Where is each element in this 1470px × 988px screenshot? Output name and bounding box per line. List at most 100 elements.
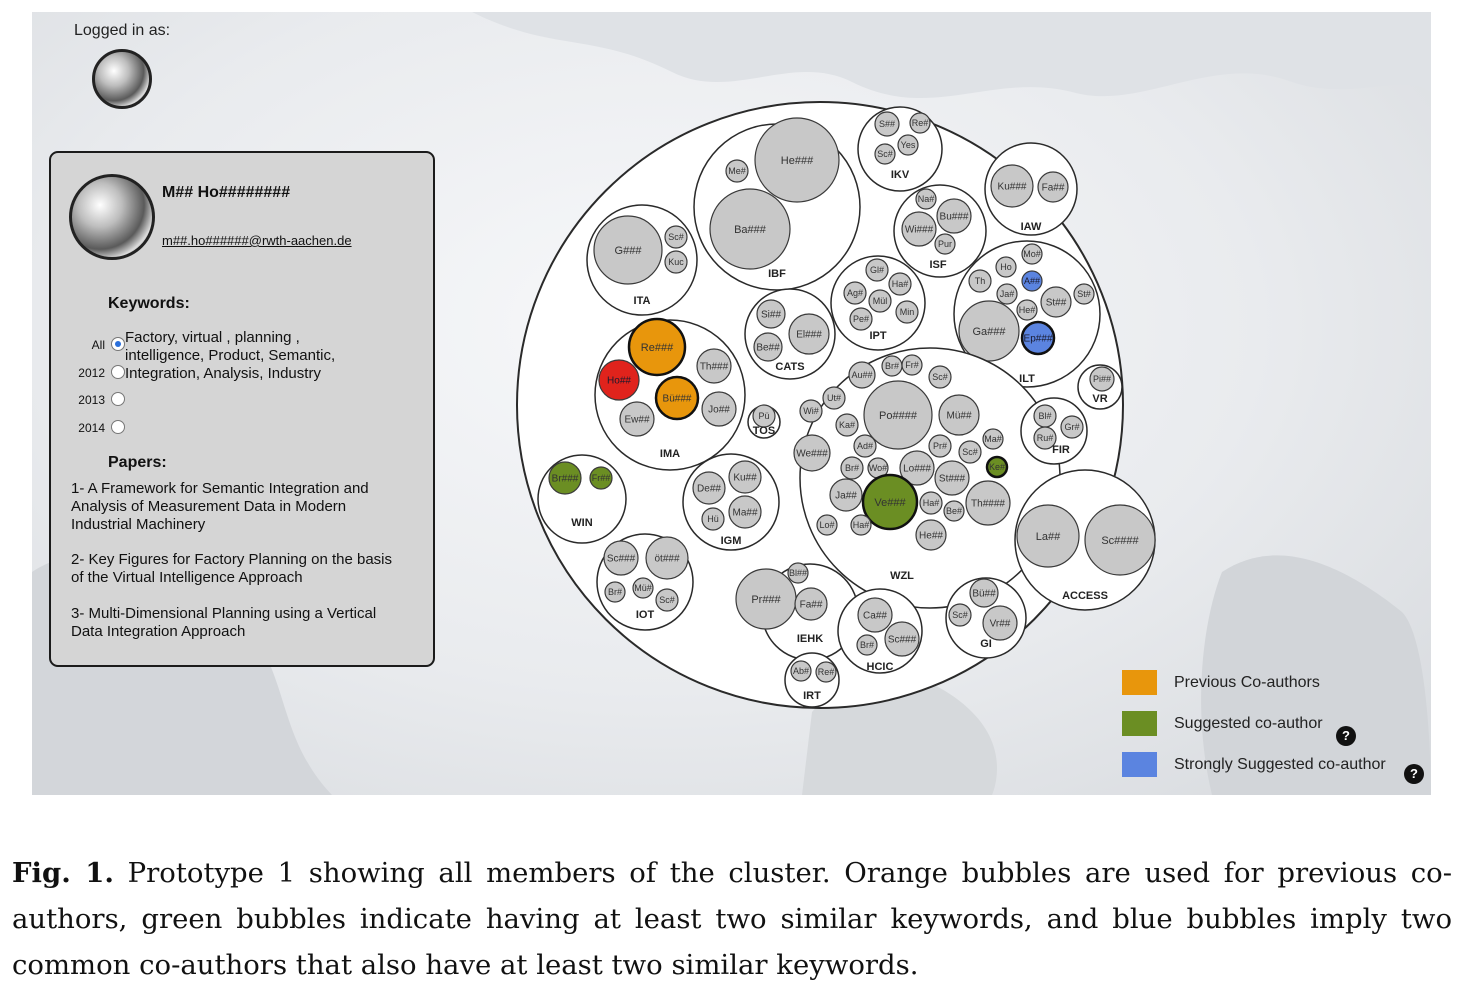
member-bubble[interactable] bbox=[589, 466, 613, 490]
member-bubble[interactable] bbox=[696, 348, 732, 384]
member-bubble[interactable] bbox=[928, 365, 952, 389]
member-bubble[interactable] bbox=[985, 455, 1009, 479]
member-bubble[interactable] bbox=[865, 258, 889, 282]
member-bubble[interactable] bbox=[799, 399, 823, 423]
member-bubble[interactable] bbox=[754, 117, 840, 203]
member-bubble[interactable] bbox=[958, 300, 1020, 362]
member-bubble[interactable] bbox=[934, 460, 970, 496]
member-bubble[interactable] bbox=[919, 491, 943, 515]
member-bubble[interactable] bbox=[874, 143, 896, 165]
paper-item[interactable]: 2- Key Figures for Factory Planning on t… bbox=[71, 551, 392, 586]
member-bubble[interactable] bbox=[1037, 171, 1069, 203]
member-bubble[interactable] bbox=[850, 514, 872, 536]
member-bubble[interactable] bbox=[701, 507, 725, 531]
keyword-filter-all[interactable]: All bbox=[67, 337, 127, 353]
member-bubble[interactable] bbox=[848, 361, 876, 389]
user-email-link[interactable]: m##.ho######@rwth-aachen.de bbox=[162, 233, 352, 248]
member-bubble[interactable] bbox=[868, 289, 892, 313]
member-bubble[interactable] bbox=[874, 111, 900, 137]
member-bubble[interactable] bbox=[725, 159, 749, 183]
member-bubble[interactable] bbox=[995, 256, 1017, 278]
member-bubble[interactable] bbox=[793, 434, 831, 472]
member-bubble[interactable] bbox=[753, 332, 783, 362]
member-bubble[interactable] bbox=[990, 164, 1034, 208]
radio-button[interactable] bbox=[111, 392, 125, 406]
member-bubble[interactable] bbox=[965, 480, 1011, 526]
member-bubble[interactable] bbox=[822, 386, 846, 410]
member-bubble[interactable] bbox=[849, 307, 873, 331]
member-bubble[interactable] bbox=[548, 461, 582, 495]
member-bubble[interactable] bbox=[901, 354, 923, 376]
radio-button[interactable] bbox=[111, 420, 125, 434]
member-bubble[interactable] bbox=[1021, 243, 1043, 265]
member-bubble[interactable] bbox=[790, 660, 812, 682]
member-bubble[interactable] bbox=[664, 250, 688, 274]
member-bubble[interactable] bbox=[1060, 415, 1084, 439]
member-bubble[interactable] bbox=[861, 473, 919, 531]
member-bubble[interactable] bbox=[692, 471, 726, 505]
keyword-filter-2014[interactable]: 2014 bbox=[67, 420, 127, 436]
member-bubble[interactable] bbox=[619, 401, 655, 437]
member-bubble[interactable] bbox=[632, 577, 654, 599]
member-bubble[interactable] bbox=[863, 380, 933, 450]
member-bubble[interactable] bbox=[598, 359, 640, 401]
member-bubble[interactable] bbox=[843, 281, 867, 305]
member-bubble[interactable] bbox=[840, 456, 864, 480]
member-bubble[interactable] bbox=[655, 588, 679, 612]
member-bubble[interactable] bbox=[603, 540, 639, 576]
member-bubble[interactable] bbox=[856, 634, 878, 656]
member-bubble[interactable] bbox=[915, 519, 947, 551]
member-bubble[interactable] bbox=[968, 269, 992, 293]
member-bubble[interactable] bbox=[853, 434, 877, 458]
member-bubble[interactable] bbox=[756, 299, 786, 329]
member-bubble[interactable] bbox=[895, 300, 919, 324]
member-bubble[interactable] bbox=[645, 536, 689, 580]
cluster-bubble[interactable] bbox=[537, 454, 627, 544]
member-bubble[interactable] bbox=[1033, 426, 1057, 450]
member-bubble[interactable] bbox=[1016, 299, 1038, 321]
member-bubble[interactable] bbox=[928, 434, 952, 458]
keyword-filter-2012[interactable]: 2012 bbox=[67, 365, 127, 381]
member-bubble[interactable] bbox=[1073, 283, 1095, 305]
member-bubble[interactable] bbox=[936, 198, 972, 234]
member-bubble[interactable] bbox=[604, 581, 626, 603]
keyword-filter-2013[interactable]: 2013 bbox=[67, 392, 127, 408]
member-bubble[interactable] bbox=[884, 621, 920, 657]
question-mark-icon[interactable]: ? bbox=[1336, 726, 1356, 746]
member-bubble[interactable] bbox=[835, 413, 859, 437]
member-bubble[interactable] bbox=[701, 391, 737, 427]
member-bubble[interactable] bbox=[938, 394, 980, 436]
member-bubble[interactable] bbox=[982, 428, 1004, 450]
member-bubble[interactable] bbox=[899, 450, 935, 486]
paper-item[interactable]: 3- Multi-Dimensional Planning using a Ve… bbox=[71, 605, 377, 640]
member-bubble[interactable] bbox=[1089, 366, 1115, 392]
member-bubble[interactable] bbox=[728, 495, 762, 529]
member-bubble[interactable] bbox=[888, 272, 912, 296]
radio-button[interactable] bbox=[111, 337, 125, 351]
member-bubble[interactable] bbox=[788, 313, 830, 355]
member-bubble[interactable] bbox=[627, 317, 687, 377]
member-bubble[interactable] bbox=[1040, 286, 1072, 318]
member-bubble[interactable] bbox=[709, 188, 791, 270]
radio-button[interactable] bbox=[111, 365, 125, 379]
member-bubble[interactable] bbox=[934, 233, 956, 255]
member-bubble[interactable] bbox=[787, 562, 809, 584]
paper-item[interactable]: 1- A Framework for Semantic Integration … bbox=[71, 480, 369, 533]
member-bubble[interactable] bbox=[982, 605, 1018, 641]
member-bubble[interactable] bbox=[1020, 320, 1056, 356]
member-bubble[interactable] bbox=[958, 440, 982, 464]
member-bubble[interactable] bbox=[857, 597, 893, 633]
member-bubble[interactable] bbox=[897, 134, 919, 156]
member-bubble[interactable] bbox=[909, 112, 931, 134]
member-bubble[interactable] bbox=[1016, 504, 1080, 568]
member-bubble[interactable] bbox=[1084, 504, 1156, 576]
avatar[interactable] bbox=[92, 49, 152, 109]
member-bubble[interactable] bbox=[1021, 270, 1043, 292]
member-bubble[interactable] bbox=[829, 478, 863, 512]
member-bubble[interactable] bbox=[815, 661, 837, 683]
member-bubble[interactable] bbox=[752, 404, 776, 428]
member-bubble[interactable] bbox=[943, 500, 965, 522]
member-bubble[interactable] bbox=[664, 225, 688, 249]
member-bubble[interactable] bbox=[794, 587, 828, 621]
member-bubble[interactable] bbox=[654, 375, 700, 421]
